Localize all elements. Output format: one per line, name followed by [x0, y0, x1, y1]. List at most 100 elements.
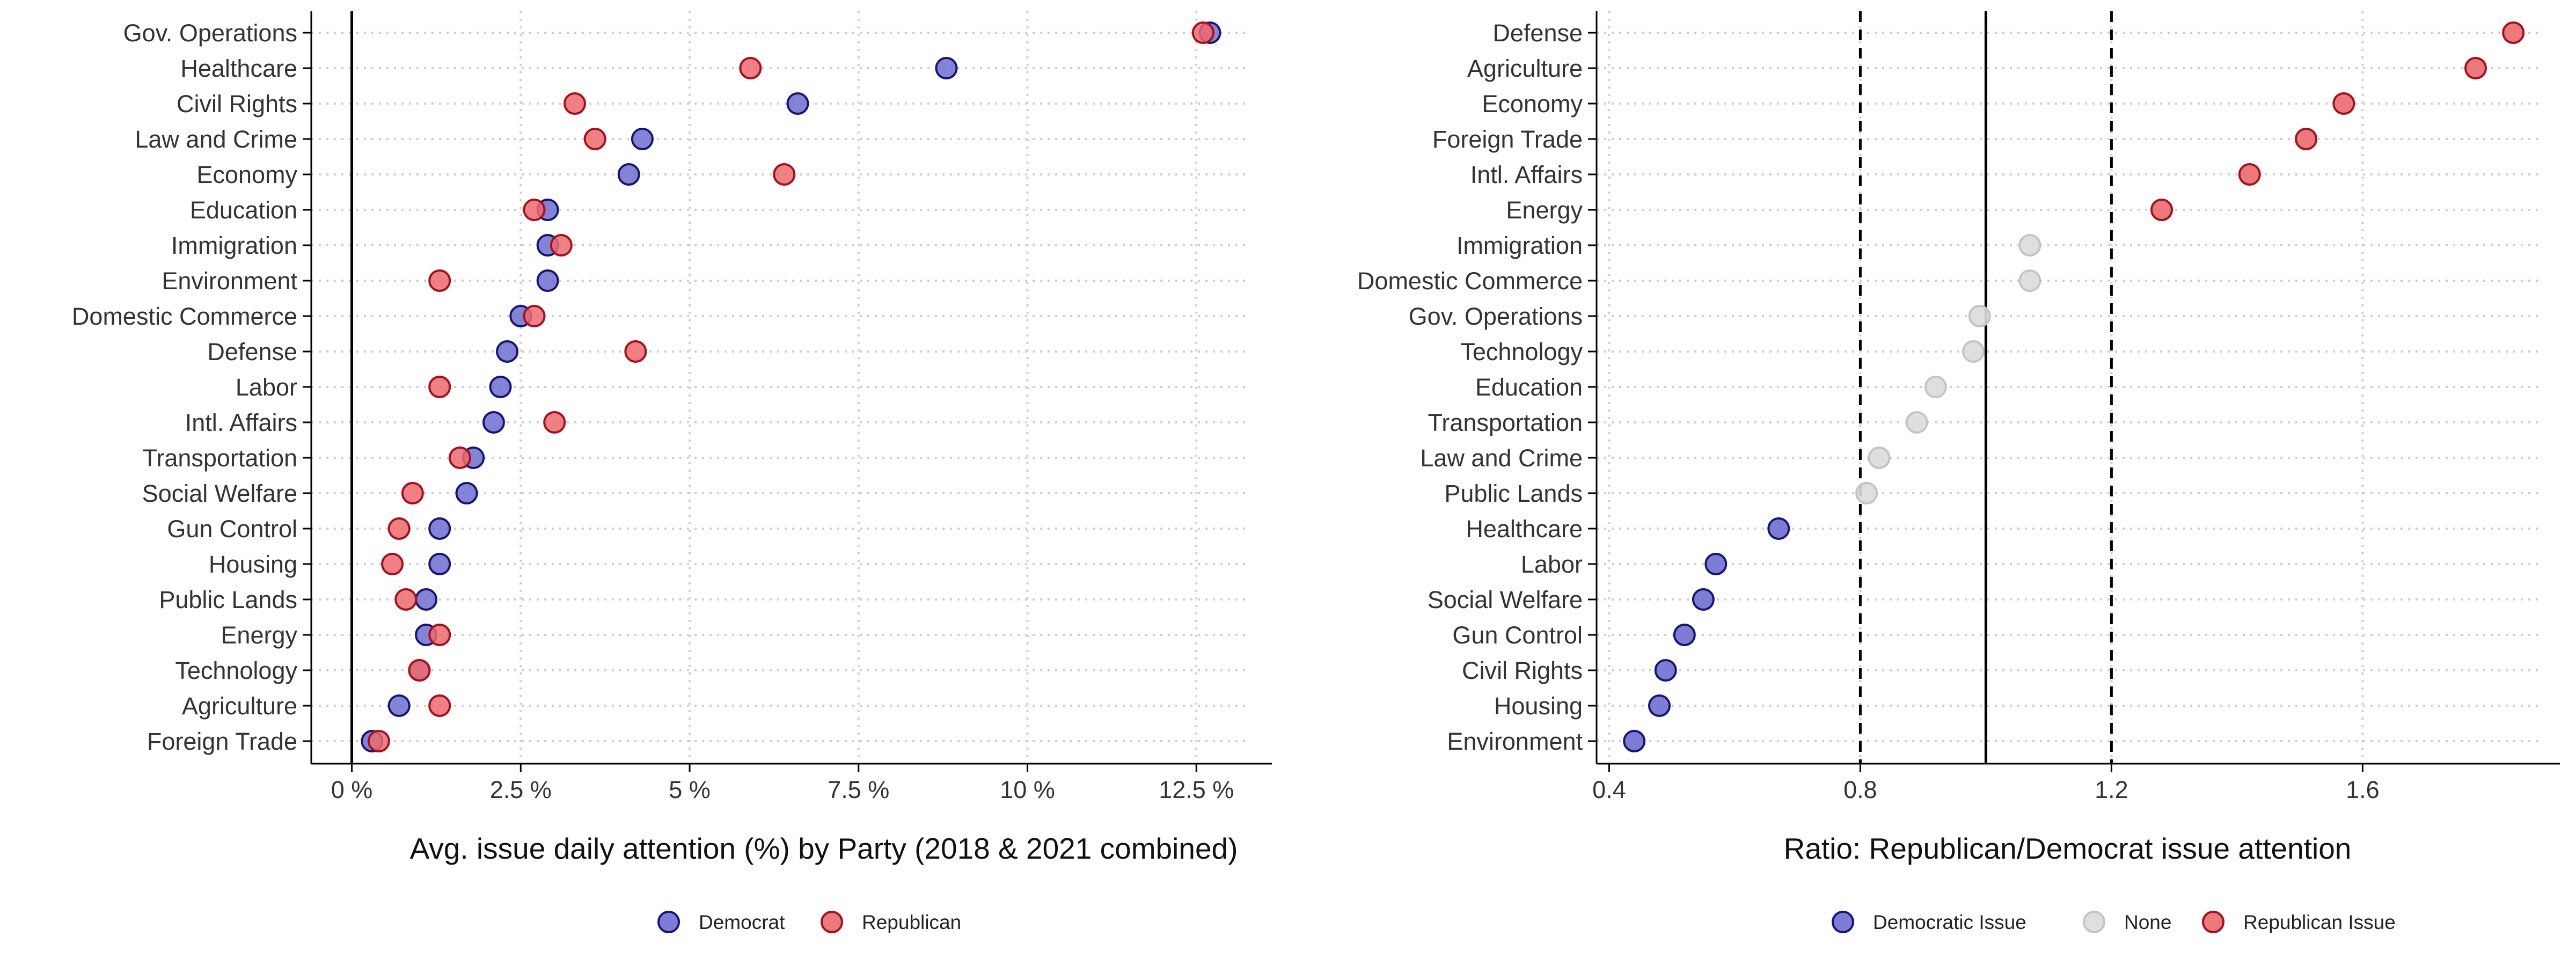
x-tick-label: 7.5 % [828, 776, 889, 803]
legend: Democrat Republican [657, 911, 961, 933]
x-tick-label: 0 % [331, 776, 373, 803]
y-tick-label-defense: Defense [207, 338, 297, 365]
y-tick-label-economy: Economy [196, 161, 297, 188]
y-tick-label-foreign-trade: Foreign Trade [1432, 126, 1583, 153]
point-republican-economy [773, 163, 796, 186]
point-public-lands [1855, 482, 1878, 504]
y-tick-label-domestic-commerce: Domestic Commerce [1357, 267, 1583, 295]
point-intl-affairs [2238, 163, 2261, 186]
point-republican-foreign-trade [367, 730, 390, 752]
y-tick-label-education: Education [1475, 374, 1583, 401]
x-tick-label: 0.8 [1843, 776, 1877, 803]
point-democrat-law-and-crime [631, 128, 654, 150]
point-republican-intl-affairs [543, 411, 566, 434]
point-republican-law-and-crime [583, 128, 606, 150]
y-tick-label-transportation: Transportation [143, 444, 297, 472]
y-tick-label-agriculture: Agriculture [182, 692, 297, 720]
y-tick-label-housing: Housing [209, 551, 297, 578]
y-tick-label-environment: Environment [1447, 728, 1583, 755]
point-republican-environment [428, 269, 451, 292]
point-education [1924, 376, 1947, 398]
y-tick-label-environment: Environment [162, 267, 297, 295]
point-republican-healthcare [739, 57, 762, 79]
attention-ratio-chart: Defense Agriculture Economy Foreign Trade In… [1357, 11, 2560, 933]
point-republican-labor [428, 376, 451, 398]
point-gun-control [1673, 624, 1696, 646]
point-domestic-commerce [2018, 269, 2041, 292]
legend-swatch-republican-issue [2202, 911, 2224, 933]
point-democrat-labor [489, 376, 512, 398]
y-tick-label-energy: Energy [1506, 196, 1583, 224]
x-axis-title: Ratio: Republican/Democrat issue attenti… [1784, 832, 2352, 865]
point-immigration [2018, 234, 2041, 257]
y-tick-label-technology: Technology [175, 657, 297, 684]
legend-swatch-none [2083, 911, 2105, 933]
point-democrat-social-welfare [455, 482, 478, 504]
point-democrat-gun-control [428, 517, 451, 540]
point-republican-civil-rights [564, 92, 587, 115]
y-tick-label-transportation: Transportation [1428, 409, 1583, 436]
x-axis-title: Avg. issue daily attention (%) by Party … [410, 832, 1238, 865]
point-democrat-environment [536, 269, 559, 292]
y-tick-label-housing: Housing [1494, 692, 1583, 720]
point-environment [1623, 730, 1646, 752]
y-tick-label-agriculture: Agriculture [1467, 55, 1583, 82]
y-tick-label-gun-control: Gun Control [1452, 621, 1583, 649]
y-tick-label-intl-affairs: Intl. Affairs [1470, 161, 1583, 188]
point-transportation [1905, 411, 1928, 434]
point-republican-gov-operations [1191, 21, 1214, 44]
point-republican-immigration [550, 234, 573, 257]
x-tick-label: 1.2 [2095, 776, 2128, 803]
point-foreign-trade [2295, 128, 2318, 150]
point-republican-public-lands [394, 588, 418, 611]
x-tick-label: 12.5 % [1159, 776, 1234, 803]
y-tick-label-labor: Labor [1521, 551, 1583, 578]
y-tick-label-public-lands: Public Lands [1444, 480, 1583, 507]
point-republican-education [523, 199, 546, 221]
point-republican-domestic-commerce [523, 305, 546, 327]
x-tick-label: 10 % [1000, 776, 1055, 803]
point-republican-social-welfare [401, 482, 424, 504]
point-housing [1648, 694, 1671, 717]
point-defense [2502, 21, 2525, 44]
point-democrat-healthcare [935, 57, 958, 79]
y-tick-label-economy: Economy [1482, 90, 1583, 118]
y-tick-label-social-welfare: Social Welfare [142, 480, 297, 507]
y-tick-label-healthcare: Healthcare [1466, 515, 1583, 543]
point-democrat-public-lands [415, 588, 438, 611]
legend-label-republican: Republican [862, 911, 961, 933]
point-law-and-crime [1868, 447, 1891, 469]
point-republican-housing [381, 553, 404, 575]
x-tick-label: 2.5 % [490, 776, 552, 803]
point-democrat-civil-rights [786, 92, 809, 115]
point-democrat-agriculture [387, 694, 411, 717]
point-democrat-defense [496, 340, 519, 363]
point-agriculture [2464, 57, 2487, 79]
y-tick-label-civil-rights: Civil Rights [177, 90, 297, 118]
point-labor [1704, 553, 1728, 575]
y-tick-label-education: Education [190, 196, 297, 224]
y-tick-label-law-and-crime: Law and Crime [135, 126, 297, 153]
y-tick-label-domestic-commerce: Domestic Commerce [72, 303, 297, 330]
point-republican-transportation [448, 447, 471, 469]
point-republican-energy [428, 624, 451, 646]
y-tick-label-healthcare: Healthcare [180, 55, 297, 82]
legend-label-none: None [2124, 911, 2171, 933]
y-tick-label-labor: Labor [236, 374, 297, 401]
x-tick-label: 5 % [669, 776, 711, 803]
legend-label-democrat: Democrat [699, 911, 785, 933]
point-economy [2332, 92, 2355, 115]
point-republican-gun-control [387, 517, 411, 540]
point-democrat-economy [617, 163, 640, 186]
y-tick-label-immigration: Immigration [1457, 232, 1583, 259]
legend-label-democratic-issue: Democratic Issue [1873, 911, 2026, 933]
y-tick-label-civil-rights: Civil Rights [1462, 657, 1583, 684]
point-social-welfare [1692, 588, 1715, 611]
y-tick-label-social-welfare: Social Welfare [1428, 586, 1583, 613]
legend-label-republican-issue: Republican Issue [2243, 911, 2396, 933]
legend-swatch-democrat [657, 911, 680, 933]
y-tick-label-gov-operations: Gov. Operations [1409, 303, 1583, 330]
point-energy [2150, 199, 2173, 221]
y-tick-label-immigration: Immigration [171, 232, 297, 259]
